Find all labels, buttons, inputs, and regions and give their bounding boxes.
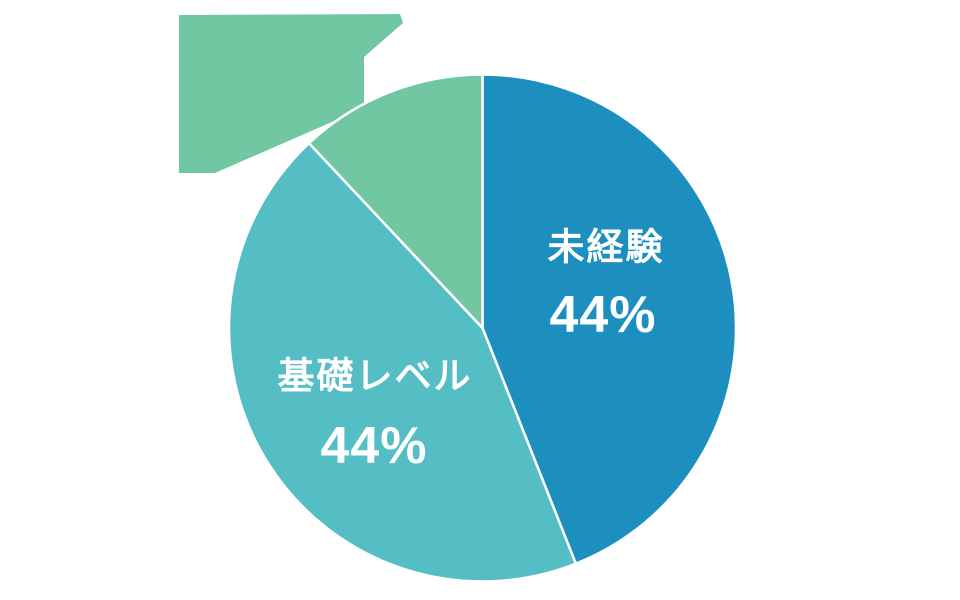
green-decoration-shape [179, 14, 403, 173]
slice-1-value-label: 44% [320, 417, 428, 475]
slice-1-label: 基礎レベル [277, 355, 473, 397]
pie-slices [227, 73, 738, 583]
pie-slice-2 [307, 73, 484, 330]
slice-0-value-label: 44% [549, 286, 657, 344]
pie-slice-1 [227, 141, 578, 583]
slice-0-label: 未経験 [547, 226, 665, 268]
pie-slice-0 [481, 73, 738, 565]
